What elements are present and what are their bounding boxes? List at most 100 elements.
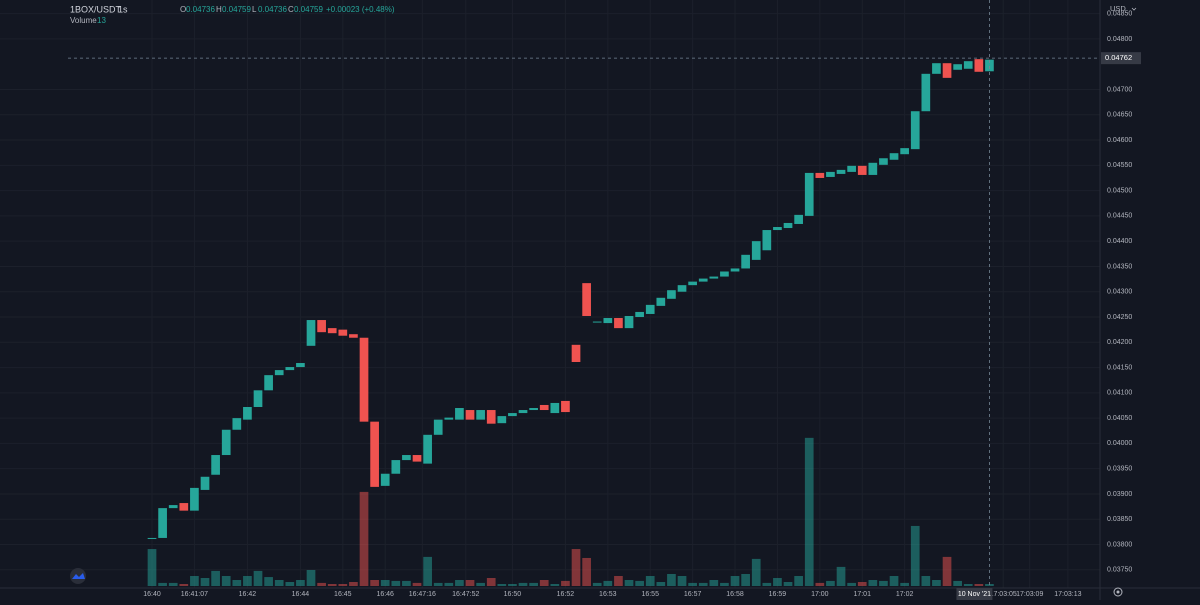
candle-body: [645, 304, 655, 314]
legend-key: C: [288, 5, 294, 14]
volume-bar: [900, 582, 909, 586]
y-tick-label: 0.03850: [1107, 516, 1132, 523]
y-tick-label: 0.04300: [1107, 289, 1132, 296]
volume-bar: [200, 577, 210, 586]
candle-body: [412, 455, 422, 462]
volume-bar: [635, 580, 644, 586]
x-tick-label: 17:02: [896, 591, 914, 598]
volume-bar: [804, 437, 814, 586]
x-tick-label: 16:46: [376, 591, 394, 598]
candle-body: [168, 505, 178, 509]
candle-body: [200, 476, 210, 490]
candle-body: [974, 59, 984, 72]
candle-body: [571, 344, 581, 363]
y-tick-label: 0.04250: [1107, 314, 1132, 321]
legend-value: 0.04736: [258, 5, 287, 14]
candle-body: [391, 460, 401, 474]
volume-current: 13: [97, 16, 106, 25]
volume-bar: [264, 577, 273, 586]
candle-body: [423, 434, 432, 464]
candle-body: [900, 148, 909, 155]
candle-body: [349, 334, 358, 338]
volume-bar: [497, 583, 507, 586]
volume-bar: [910, 525, 920, 586]
volume-bar: [688, 582, 697, 586]
volume-bar: [508, 583, 517, 586]
volume-bar: [243, 575, 252, 586]
volume-bar: [476, 582, 485, 586]
legend-value: 0.04759: [222, 5, 251, 14]
volume-bar: [847, 582, 856, 586]
y-tick-label: 0.03750: [1107, 567, 1132, 574]
candle-body: [221, 429, 231, 456]
volume-bar: [730, 575, 740, 586]
volume-bar: [974, 583, 984, 586]
y-tick-label: 0.04150: [1107, 364, 1132, 371]
volume-bar: [529, 582, 538, 586]
volume-bar: [667, 573, 676, 586]
volume-bar: [773, 577, 782, 586]
volume-bar: [836, 566, 846, 586]
x-tick-label: 17:03:05: [990, 591, 1017, 598]
volume-bar: [433, 582, 443, 586]
candle-body: [836, 169, 846, 174]
x-tick-label: 16:59: [769, 591, 787, 598]
candle-body: [730, 268, 740, 272]
legend-value: 0.04759: [294, 5, 323, 14]
candle-body: [338, 329, 348, 336]
volume-pane: [147, 437, 994, 586]
candle-body: [624, 315, 634, 329]
candle-body: [508, 413, 517, 417]
y-tick-label: 0.04850: [1107, 10, 1132, 17]
volume-bar: [614, 575, 623, 586]
candle-body: [561, 400, 570, 413]
y-tick-label: 0.04550: [1107, 162, 1132, 169]
candle-body: [370, 421, 379, 487]
volume-bar: [465, 579, 475, 586]
volume-bar: [391, 580, 401, 586]
volume-bar: [412, 582, 422, 586]
volume-bar: [158, 582, 167, 586]
candle-body: [243, 406, 252, 420]
crosshair-price-box: [1101, 52, 1141, 65]
volume-bar: [370, 579, 379, 586]
currency-dropdown[interactable]: [1131, 7, 1137, 11]
volume-bar: [826, 580, 835, 586]
volume-bar: [232, 579, 242, 586]
volume-bar: [932, 579, 941, 586]
volume-bar: [561, 580, 570, 586]
candle-body: [497, 416, 507, 424]
x-tick-label: 16:47:16: [409, 591, 436, 598]
symbol: 1BOX/USDT: [70, 4, 122, 14]
volume-bar: [603, 580, 613, 586]
volume-bar: [539, 579, 549, 586]
candle-body: [582, 283, 591, 316]
candle-body: [656, 297, 666, 306]
volume-bar: [879, 580, 888, 586]
volume-bar: [624, 579, 634, 586]
candle-body: [698, 278, 708, 282]
ohlc-legend: O 0.04736 H 0.04759 L 0.04736 C 0.04759 +0.00023…: [180, 5, 395, 14]
volume-bar: [338, 583, 348, 586]
candle-body: [327, 328, 337, 334]
candle-body: [868, 162, 878, 175]
volume-bar: [751, 558, 761, 586]
candle-body: [455, 408, 464, 420]
volume-bar: [571, 549, 581, 586]
crosshair-time-label: 10 Nov '21: [958, 591, 991, 598]
volume-bar: [274, 579, 284, 586]
x-tick-label: 17:00: [811, 591, 829, 598]
candle-body: [751, 241, 761, 260]
candle-body: [264, 375, 273, 391]
candle-body: [158, 508, 167, 538]
candle-body: [296, 363, 305, 368]
candles: [147, 59, 994, 539]
volume-bar: [211, 570, 220, 586]
y-tick-label: 0.04650: [1107, 112, 1132, 119]
y-tick-label: 0.04000: [1107, 440, 1132, 447]
settings-icon[interactable]: [1113, 587, 1123, 597]
x-tick-label: 16:45: [334, 591, 352, 598]
crosshair: 0.04762 10 Nov '21: [68, 0, 1141, 600]
logo[interactable]: [70, 568, 86, 584]
